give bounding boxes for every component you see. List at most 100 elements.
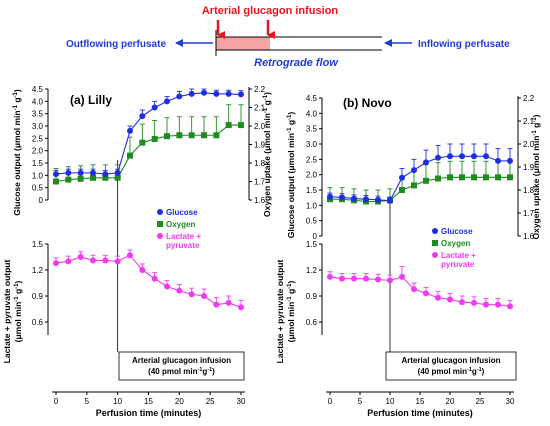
x-axis-label: Perfusion time (minutes)	[96, 408, 202, 418]
annotation-line2: (40 pmol min-1g-1)	[418, 367, 485, 376]
unit-part: g	[286, 120, 296, 128]
flow-label: Retrograde flow	[254, 57, 339, 69]
glucose-tick-label: 2.0	[32, 147, 44, 156]
lactate-point	[139, 267, 146, 273]
unit-superscript: -1	[287, 283, 293, 289]
glucose-tick-label: 3.0	[32, 122, 44, 131]
oxygen-point	[164, 133, 170, 140]
x-tick-label: 30	[237, 397, 246, 406]
oxygen-point	[225, 122, 232, 129]
lactate-point	[435, 294, 441, 301]
lactate-axis-title-2: (μmol min-1 g-1)	[286, 280, 296, 342]
unit-superscript: -1	[14, 296, 20, 302]
panel-title: (a) Lilly	[70, 93, 112, 107]
legend-glucose-marker	[157, 209, 163, 215]
lactate-point	[77, 254, 84, 260]
oxygen-tick-label: 1.9	[523, 163, 535, 172]
oxygen-tick-label: 1.8	[254, 159, 266, 168]
glucose-tick-label: 3.5	[32, 110, 44, 119]
glucose-point	[495, 157, 501, 164]
lactate-point	[387, 277, 393, 284]
lactate-point	[164, 283, 170, 290]
x-tick-label: 5	[358, 397, 363, 406]
unit-superscript: -1	[287, 127, 293, 133]
glucose-point	[411, 167, 417, 174]
unit-superscript: -1	[13, 104, 19, 110]
x-tick-label: 30	[506, 397, 515, 406]
oxygen-point	[423, 177, 429, 184]
unit-part: )	[13, 280, 23, 283]
panel-novo: (b) Novo 0 0.5 1.0 1.5 2.0 2.5 3.0 3.5 4.0 4.5 1.6 1…	[275, 94, 541, 418]
annotation-line1: Arterial glucagon infusion	[401, 356, 500, 365]
oxygen-tick-label: 1.8	[523, 186, 535, 195]
glucose-point	[387, 197, 393, 204]
lactate-point	[53, 260, 59, 267]
glucose-line	[55, 92, 242, 175]
lactate-point	[459, 299, 465, 306]
oxygen-point	[77, 175, 84, 182]
unit-superscript: -1	[263, 94, 269, 100]
oxygen-tick-label: 2.2	[254, 85, 266, 94]
oxygen-point	[90, 174, 96, 181]
annotation-part: (40 pmol min	[148, 367, 197, 376]
unit-part: g	[12, 97, 22, 105]
unit-part: g	[13, 289, 23, 297]
annotation-superscript: -1	[207, 367, 212, 373]
glucose-tick-label: 2.5	[32, 134, 44, 143]
lactate-point	[65, 258, 72, 265]
unit-superscript: -1	[287, 296, 293, 302]
infusion-annotation-box	[118, 351, 245, 381]
annotation-superscript: -1	[467, 367, 472, 373]
lactate-point	[507, 303, 513, 310]
lactate-point	[399, 273, 405, 280]
lactate-tick-label: 1.2	[32, 266, 44, 275]
oxygen-point	[507, 174, 513, 181]
oxygen-tick-label: 2.0	[523, 140, 535, 149]
lactate-tick-label: 1.2	[306, 266, 318, 275]
glucose-point	[447, 153, 453, 160]
glucose-tick-label: 3.5	[306, 125, 318, 134]
glucose-point	[139, 113, 146, 120]
unit-part: )	[531, 114, 541, 117]
x-tick-label: 25	[476, 397, 485, 406]
glucose-point	[102, 171, 109, 178]
oxygen-point	[483, 174, 489, 181]
lactate-line	[55, 254, 242, 308]
legend-lactate-label-2: pyruvate	[166, 241, 200, 250]
unit-part: )	[286, 280, 296, 283]
glucose-line	[329, 155, 510, 202]
schematic: Arterial glucagon infusion Outflowing pe…	[66, 5, 510, 69]
oxygen-point	[213, 132, 220, 139]
legend-glucose-marker	[432, 228, 438, 234]
lactate-point	[102, 257, 109, 264]
lactate-point	[176, 287, 183, 294]
lactate-point	[495, 301, 501, 308]
x-tick-label: 25	[206, 397, 215, 406]
unit-superscript: -1	[532, 130, 538, 136]
oxygen-tick-label: 1.7	[523, 209, 535, 218]
unit-part: )	[12, 89, 22, 92]
oxygen-tick-label: 2.1	[254, 104, 266, 113]
annotation-part: )	[482, 367, 485, 376]
lactate-point	[447, 296, 453, 303]
legend-glucose-label: Glucose	[166, 208, 198, 217]
lactate-point	[339, 275, 345, 282]
glucose-point	[375, 196, 381, 203]
glucose-point	[77, 169, 84, 176]
glucose-tick-label: 0	[313, 232, 318, 241]
lactate-point	[201, 293, 207, 299]
glucose-axis-title: Glucose output (μmol min-1 g-1)	[12, 89, 22, 216]
oxygen-tick-label: 2.1	[523, 117, 535, 126]
glucose-point	[127, 127, 133, 134]
lactate-point	[363, 275, 369, 282]
lactate-point	[423, 290, 429, 297]
legend-glucose-label: Glucose	[441, 227, 473, 236]
oxygen-tick-label: 1.7	[254, 178, 266, 187]
lactate-line	[329, 276, 511, 307]
oxygen-point	[201, 132, 207, 139]
glucose-point	[327, 193, 333, 200]
lactate-point	[411, 286, 417, 293]
annotation-superscript: -1	[198, 367, 203, 373]
unit-superscript: -1	[263, 107, 269, 113]
annotation-part: g	[472, 367, 477, 376]
